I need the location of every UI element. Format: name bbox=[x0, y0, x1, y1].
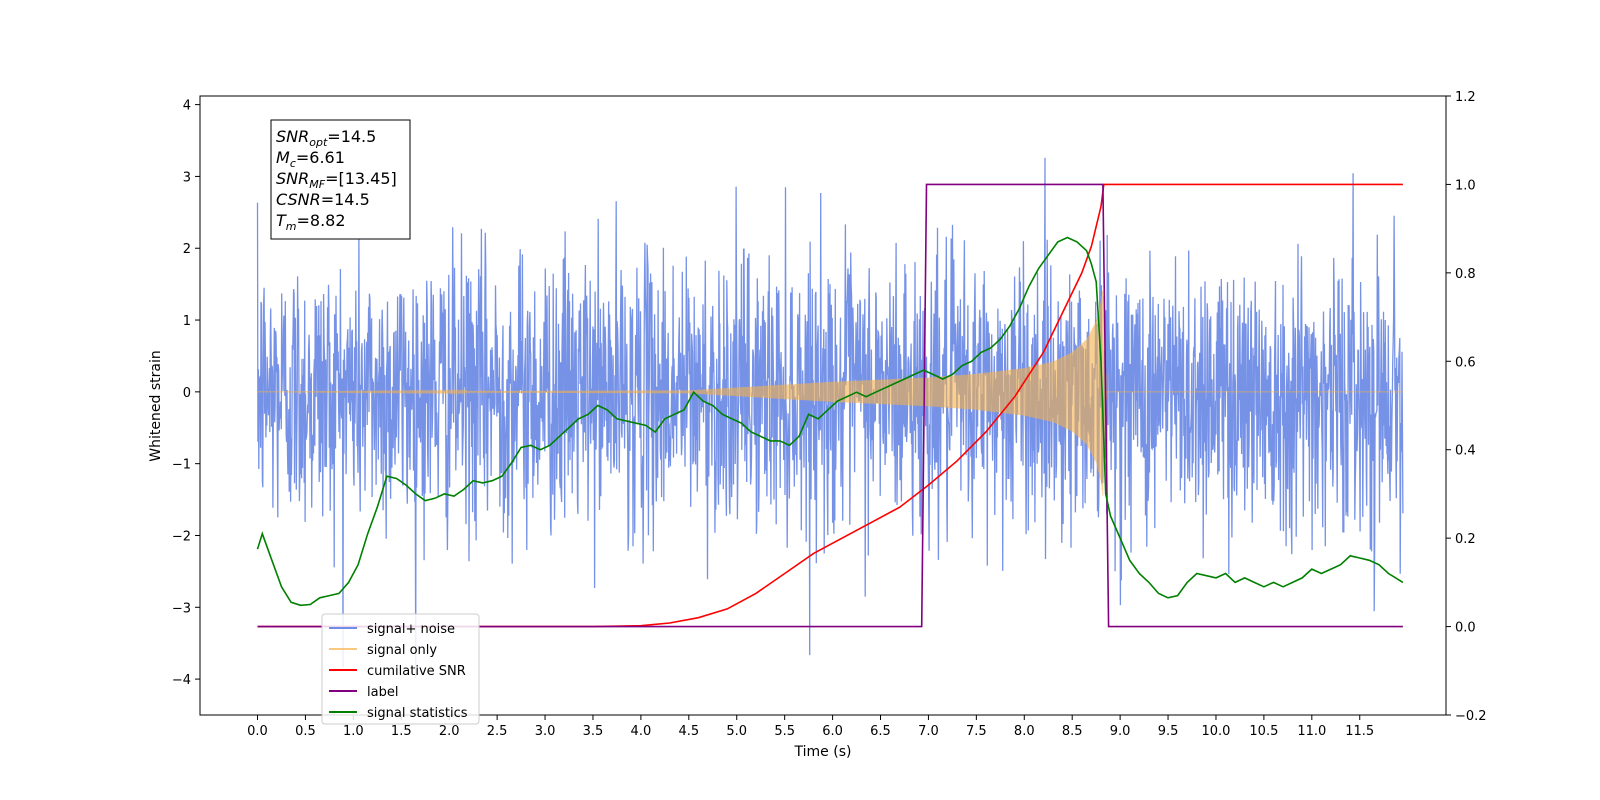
x-tick-label: 0.0 bbox=[247, 724, 268, 739]
x-tick-label: 7.0 bbox=[918, 724, 939, 739]
annotation-symbol: T bbox=[276, 211, 287, 230]
x-axis: 0.0 0.5 1.0 1.5 2.0 2.5 3.0 3.5 4.0 4.5 5.0 5.5 6.0 6… bbox=[247, 715, 1374, 739]
x-tick-label: 9.0 bbox=[1110, 724, 1131, 739]
annotation-value: =14.5 bbox=[327, 127, 376, 146]
annotation-box-frame bbox=[270, 119, 411, 240]
x-tick-label: 9.5 bbox=[1158, 724, 1179, 739]
x-tick-label: 8.5 bbox=[1062, 724, 1083, 739]
series-cumulative-snr-line bbox=[257, 183, 1403, 628]
annotation-symbol: CSNR bbox=[276, 190, 321, 209]
series-signal-statistics-line bbox=[256, 236, 1404, 607]
y-axis-label: Whitened strain bbox=[148, 350, 164, 461]
x-tick-label: 7.5 bbox=[966, 724, 987, 739]
x-tick-label: 5.5 bbox=[774, 724, 795, 739]
x-tick-label: 0.5 bbox=[295, 724, 316, 739]
y-right-tick-label: 1.2 bbox=[1455, 90, 1476, 105]
annotation-subscript: opt bbox=[309, 136, 328, 149]
annotation-symbol: SNR bbox=[276, 127, 309, 146]
x-tick-label: 5.0 bbox=[726, 724, 747, 739]
y-axis-left: −4 −3 −2 −1 0 1 2 3 4 bbox=[172, 99, 200, 688]
legend-label: cumilative SNR bbox=[367, 664, 466, 679]
series-signal-noise-line bbox=[256, 157, 1404, 679]
y-tick-label: 1 bbox=[183, 314, 191, 329]
x-tick-label: 2.5 bbox=[487, 724, 508, 739]
x-tick-label: 11.5 bbox=[1345, 724, 1374, 739]
x-tick-label: 4.5 bbox=[678, 724, 699, 739]
series-signal-only-line bbox=[257, 290, 1403, 496]
annotation-line: SNRMF=[13.45] bbox=[276, 169, 397, 191]
annotation-line: SNRopt=14.5 bbox=[276, 127, 376, 149]
annotation-box: SNRopt=14.5Mc=6.61SNRMF=[13.45]CSNR=14.5… bbox=[270, 119, 411, 240]
x-tick-label: 1.0 bbox=[343, 724, 364, 739]
y-tick-label: 2 bbox=[183, 242, 191, 257]
y-tick-label: −3 bbox=[172, 601, 191, 616]
axes-frame bbox=[199, 95, 1447, 716]
legend-label: signal+ noise bbox=[367, 622, 455, 637]
series-label-line bbox=[257, 183, 1403, 628]
x-tick-label: 11.0 bbox=[1297, 724, 1326, 739]
annotation-value: =8.82 bbox=[297, 211, 346, 230]
annotation-subscript: MF bbox=[309, 178, 325, 191]
y-right-tick-label: 1.0 bbox=[1455, 178, 1476, 193]
plot-area bbox=[256, 157, 1404, 679]
annotation-line: Mc=6.61 bbox=[276, 148, 345, 170]
x-tick-label: 8.0 bbox=[1014, 724, 1035, 739]
y-right-tick-label: 0.6 bbox=[1455, 355, 1476, 370]
y-tick-label: −2 bbox=[172, 529, 191, 544]
annotation-subscript: c bbox=[290, 157, 296, 170]
y-right-tick-label: 0.0 bbox=[1455, 621, 1476, 636]
x-tick-label: 4.0 bbox=[631, 724, 652, 739]
x-tick-label: 3.5 bbox=[583, 724, 604, 739]
y-tick-label: 3 bbox=[183, 170, 191, 185]
y-right-tick-label: −0.2 bbox=[1455, 709, 1487, 724]
legend-label: label bbox=[367, 685, 398, 700]
annotation-subscript: m bbox=[286, 220, 297, 233]
x-tick-label: 6.5 bbox=[870, 724, 891, 739]
x-tick-label: 10.0 bbox=[1201, 724, 1230, 739]
annotation-value: =[13.45] bbox=[325, 169, 397, 188]
x-tick-label: 1.5 bbox=[391, 724, 412, 739]
legend: signal+ noise signal only cumilative SNR la… bbox=[321, 613, 480, 725]
annotation-symbol: M bbox=[276, 148, 290, 167]
x-tick-label: 3.0 bbox=[535, 724, 556, 739]
y-tick-label: −1 bbox=[172, 458, 191, 473]
y-right-tick-label: 0.4 bbox=[1455, 444, 1476, 459]
y-tick-label: 4 bbox=[183, 99, 191, 114]
legend-frame bbox=[321, 613, 480, 725]
annotation-symbol: SNR bbox=[276, 169, 309, 188]
legend-label: signal statistics bbox=[367, 706, 468, 721]
x-tick-label: 6.0 bbox=[822, 724, 843, 739]
annotation-line: CSNR=14.5 bbox=[276, 190, 370, 209]
x-tick-label: 10.5 bbox=[1249, 724, 1278, 739]
y-right-tick-label: 0.8 bbox=[1455, 267, 1476, 282]
y-axis-right: −0.2 0.0 0.2 0.4 0.6 0.8 1.0 1.2 bbox=[1446, 90, 1487, 724]
legend-label: signal only bbox=[367, 643, 437, 658]
annotation-line: Tm=8.82 bbox=[276, 211, 346, 233]
y-right-tick-label: 0.2 bbox=[1455, 532, 1476, 547]
x-axis-label: Time (s) bbox=[794, 744, 852, 760]
x-tick-label: 2.0 bbox=[439, 724, 460, 739]
y-tick-label: 0 bbox=[183, 386, 191, 401]
y-tick-label: −4 bbox=[172, 673, 191, 688]
annotation-value: =6.61 bbox=[296, 148, 345, 167]
annotation-value: =14.5 bbox=[321, 190, 370, 209]
